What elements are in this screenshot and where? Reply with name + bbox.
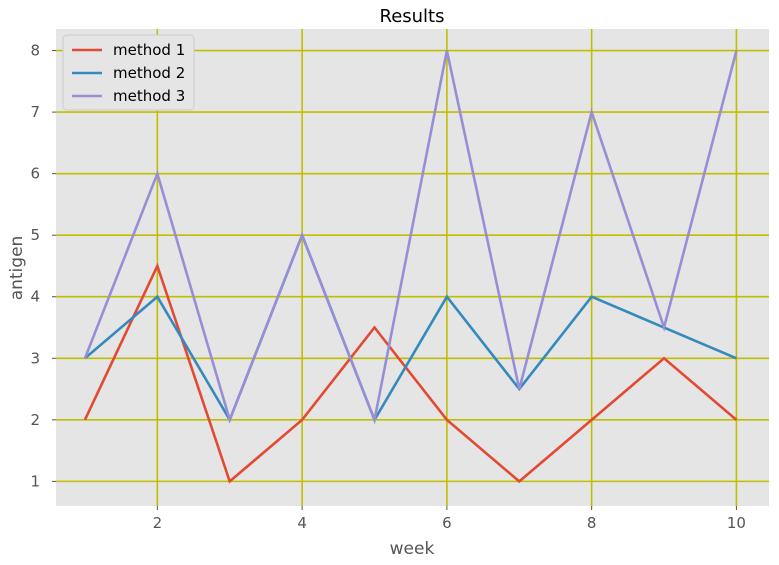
y-tick-label: 1 <box>30 472 40 490</box>
y-axis-label: antigen <box>7 236 27 301</box>
legend-box <box>62 34 195 111</box>
series-line-method-2 <box>84 231 737 423</box>
y-tick-label: 8 <box>30 42 40 60</box>
legend-label: method 2 <box>113 64 185 82</box>
grid-lines <box>56 29 769 506</box>
legend: method 1 method 2 method 3 <box>62 34 195 111</box>
series-line-method-1 <box>83 262 738 484</box>
legend-label: method 1 <box>113 41 185 59</box>
x-tick-label: 8 <box>587 514 597 532</box>
y-tick-label: 2 <box>30 411 40 429</box>
series-layer <box>83 50 738 484</box>
y-tick-label: 6 <box>30 165 40 183</box>
x-tick-label: 2 <box>153 514 163 532</box>
y-tick-label: 3 <box>30 349 40 367</box>
legend-label: method 3 <box>113 87 185 105</box>
x-tick-label: 10 <box>727 514 746 532</box>
y-axis-ticks: 1 2 3 4 5 6 7 8 <box>30 42 56 490</box>
x-axis-label: week <box>390 539 435 559</box>
y-tick-label: 7 <box>30 103 40 121</box>
y-tick-label: 4 <box>30 288 40 306</box>
series-line-method-3 <box>83 50 738 425</box>
y-tick-label: 5 <box>30 226 40 244</box>
x-tick-label: 4 <box>297 514 307 532</box>
chart-title: Results <box>380 6 445 27</box>
x-tick-label: 6 <box>442 514 452 532</box>
x-axis-ticks: 2 4 6 8 10 <box>153 506 746 532</box>
